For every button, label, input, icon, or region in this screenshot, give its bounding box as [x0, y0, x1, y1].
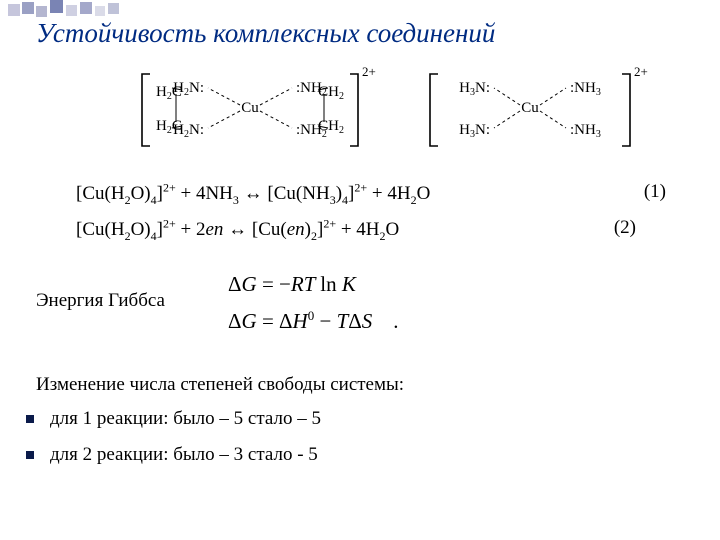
freedom-heading: Изменение числа степеней свободы системы…	[36, 374, 404, 396]
slide-title: Устойчивость комплексных соединений	[36, 18, 696, 49]
svg-text:H2C: H2C	[156, 84, 182, 102]
eq1-text: [Cu(H2O)4]2+ + 4NH3 ↔ [Cu(NH3)4]2+ + 4H2…	[76, 183, 430, 204]
gibbs-equations: ΔG = −RT ln K ΔG = ΔH0 − TΔS .	[228, 268, 399, 332]
svg-text:2+: 2+	[634, 64, 648, 79]
eq1-number: (1)	[644, 182, 666, 203]
gibbs-eq-2: ΔG = ΔH0 − TΔS .	[228, 300, 399, 332]
svg-text:Cu: Cu	[521, 100, 539, 116]
corner-decor	[0, 0, 160, 18]
complex-cu-en: 2+ Cu H2N: H2N: :NH2 :NH2 H2C H2C CH2 CH…	[110, 64, 390, 160]
bullet-2: для 2 реакции: было – 3 стало - 5	[20, 444, 321, 466]
svg-text:CH2: CH2	[318, 84, 344, 102]
svg-text:2+: 2+	[362, 64, 376, 79]
svg-text:Cu: Cu	[241, 100, 259, 116]
svg-text::NH3: :NH3	[570, 80, 601, 98]
structure-diagrams: 2+ Cu H2N: H2N: :NH2 :NH2 H2C H2C CH2 CH…	[110, 64, 650, 160]
gibbs-label: Энергия Гиббса	[36, 290, 165, 312]
svg-text:H3N:: H3N:	[459, 80, 490, 98]
equation-2: [Cu(H2O)4]2+ + 2en ↔ [Cu(en)2]2+ + 4H2O …	[76, 218, 636, 243]
svg-text::NH3: :NH3	[570, 122, 601, 140]
gibbs-block: Энергия Гиббса ΔG = −RT ln K ΔG = ΔH0 − …	[36, 268, 684, 338]
bullet-1: для 1 реакции: было – 5 стало – 5	[20, 408, 321, 430]
equation-1: [Cu(H2O)4]2+ + 4NH3 ↔ [Cu(NH3)4]2+ + 4H2…	[76, 182, 666, 207]
eq2-number: (2)	[614, 218, 636, 239]
freedom-bullets: для 1 реакции: было – 5 стало – 5 для 2 …	[20, 408, 321, 480]
complex-cu-nh3: 2+ Cu H3N: H3N: :NH3 :NH3	[410, 64, 650, 160]
svg-text:H3N:: H3N:	[459, 122, 490, 140]
gibbs-eq-1: ΔG = −RT ln K	[228, 268, 399, 300]
eq2-text: [Cu(H2O)4]2+ + 2en ↔ [Cu(en)2]2+ + 4H2O	[76, 219, 399, 240]
